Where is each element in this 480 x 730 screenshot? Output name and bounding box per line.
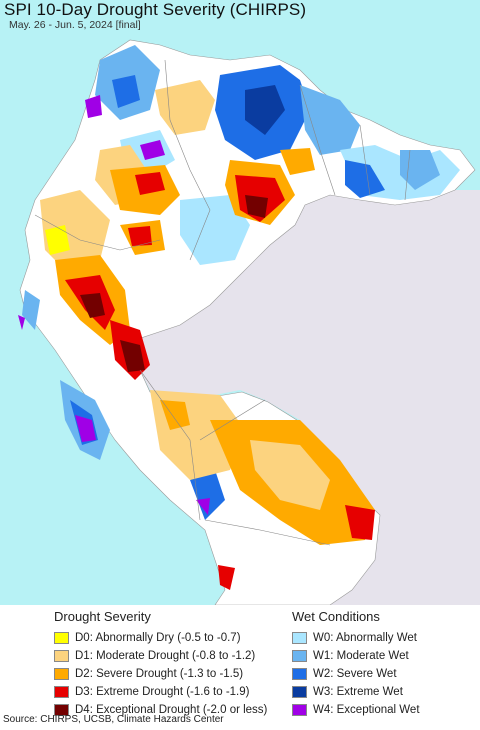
source-credit: Source: CHIRPS, UCSB, Climate Hazards Ce…: [3, 714, 224, 725]
legend-label-d0: D0: Abnormally Dry (-0.5 to -0.7): [75, 632, 241, 644]
borders: [34, 59, 411, 546]
map-canvas: [18, 39, 480, 605]
legend-label-w2: W2: Severe Wet: [313, 668, 397, 680]
wet-areas: [22, 45, 460, 520]
legend-label-d2: D2: Severe Drought (-1.3 to -1.5): [75, 668, 244, 680]
legend-swatch-d3: [54, 686, 69, 698]
legend-swatch-d4: [54, 704, 69, 716]
drought-map: SPI 10-Day Drought Severity (CHIRPS) May…: [0, 0, 480, 605]
legend-label-w4: W4: Exceptional Wet: [313, 704, 420, 716]
legend-item-d4: D4: Exceptional Drought (-2.0 or less): [54, 701, 267, 719]
legend-item-w1: W1: Moderate Wet: [292, 647, 420, 665]
legend-label-d4: D4: Exceptional Drought (-2.0 or less): [75, 704, 268, 716]
drought-areas: [40, 80, 375, 590]
drought-legend-heading: Drought Severity: [54, 609, 151, 624]
legend-swatch-w4: [292, 704, 307, 716]
legend-swatch-w2: [292, 668, 307, 680]
legend-item-d3: D3: Extreme Drought (-1.6 to -1.9): [54, 683, 267, 701]
drought-legend: Drought Severity D0: Abnormally Dry (-0.…: [54, 609, 267, 719]
legend-item-w3: W3: Extreme Wet: [292, 683, 420, 701]
legend: Drought Severity D0: Abnormally Dry (-0.…: [0, 605, 480, 716]
exceptional-wet-areas: [18, 95, 210, 515]
legend-item-w0: W0: Abnormally Wet: [292, 629, 420, 647]
legend-item-d1: D1: Moderate Drought (-0.8 to -1.2): [54, 647, 267, 665]
legend-label-w3: W3: Extreme Wet: [313, 686, 403, 698]
legend-item-w4: W4: Exceptional Wet: [292, 701, 420, 719]
wet-legend: Wet Conditions W0: Abnormally Wet W1: Mo…: [292, 609, 420, 719]
map-date-range: May. 26 - Jun. 5, 2024 [final]: [9, 19, 141, 31]
map-title: SPI 10-Day Drought Severity (CHIRPS): [4, 0, 307, 19]
legend-item-w2: W2: Severe Wet: [292, 665, 420, 683]
legend-swatch-d1: [54, 650, 69, 662]
legend-item-d2: D2: Severe Drought (-1.3 to -1.5): [54, 665, 267, 683]
legend-swatch-w0: [292, 632, 307, 644]
legend-swatch-d2: [54, 668, 69, 680]
legend-item-d0: D0: Abnormally Dry (-0.5 to -0.7): [54, 629, 267, 647]
legend-label-d3: D3: Extreme Drought (-1.6 to -1.9): [75, 686, 250, 698]
legend-swatch-w3: [292, 686, 307, 698]
legend-label-d1: D1: Moderate Drought (-0.8 to -1.2): [75, 650, 256, 662]
wet-legend-heading: Wet Conditions: [292, 609, 380, 624]
legend-label-w0: W0: Abnormally Wet: [313, 632, 417, 644]
legend-swatch-d0: [54, 632, 69, 644]
legend-label-w1: W1: Moderate Wet: [313, 650, 409, 662]
legend-swatch-w1: [292, 650, 307, 662]
